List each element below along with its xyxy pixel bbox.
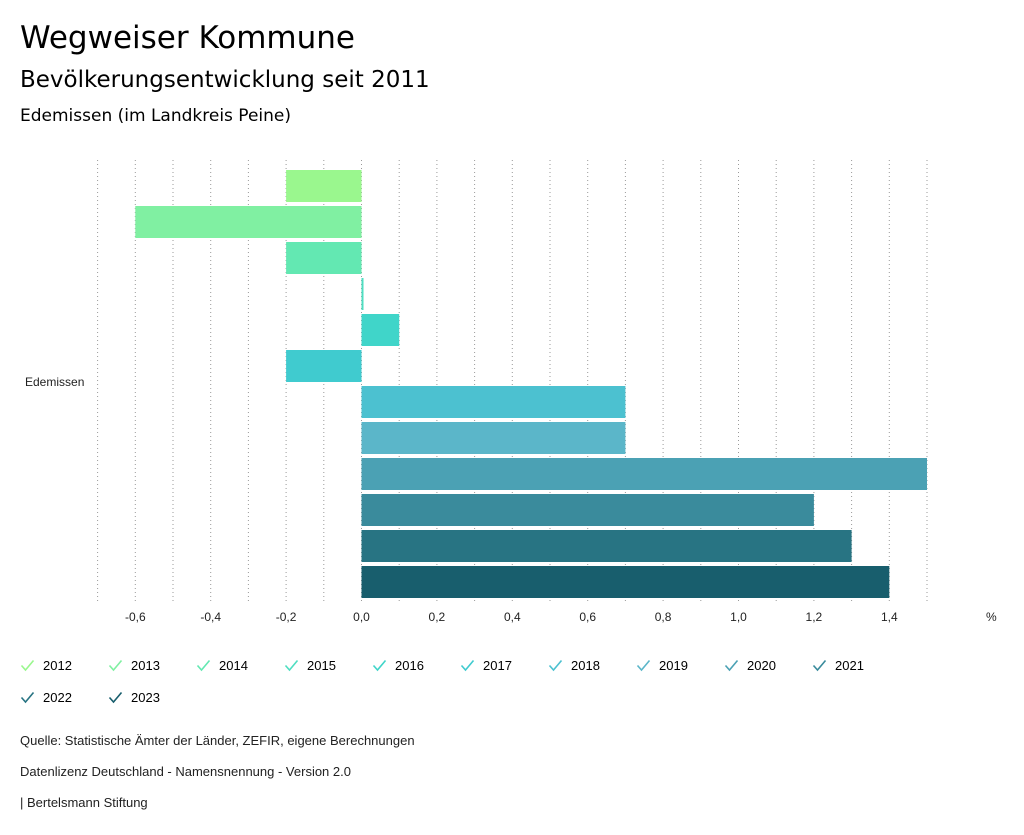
x-axis-unit-label: % (986, 610, 997, 624)
legend-item-2015[interactable]: 2015 (284, 658, 336, 673)
check-icon (548, 659, 563, 672)
bar-2016[interactable] (361, 314, 400, 346)
legend-item-2013[interactable]: 2013 (108, 658, 160, 673)
check-icon (724, 659, 739, 672)
legend-label: 2015 (307, 658, 336, 673)
bar-2018[interactable] (361, 386, 626, 418)
bar-2023[interactable] (361, 566, 890, 598)
bar-2015[interactable] (361, 278, 364, 310)
legend-item-2019[interactable]: 2019 (636, 658, 688, 673)
x-tick-label: 0,6 (579, 610, 596, 624)
bar-2022[interactable] (361, 530, 852, 562)
check-icon (284, 659, 299, 672)
check-icon (108, 659, 123, 672)
category-label: Edemissen (25, 375, 84, 389)
legend-label: 2023 (131, 690, 160, 705)
check-icon (196, 659, 211, 672)
population-bar-chart: -0,6 -0,4 -0,2 0,0 0,2 0,4 0,6 0,8 1,0 1,2 1,4 Ede… (25, 160, 997, 624)
legend-item-2017[interactable]: 2017 (460, 658, 512, 673)
source-note: Quelle: Statistische Ämter der Länder, Z… (20, 733, 415, 748)
legend-label: 2019 (659, 658, 688, 673)
legend-item-2018[interactable]: 2018 (548, 658, 600, 673)
x-tick-label: 1,0 (730, 610, 747, 624)
check-icon (20, 691, 35, 704)
legend-label: 2014 (219, 658, 248, 673)
x-tick-label: 0,0 (353, 610, 370, 624)
legend-item-2016[interactable]: 2016 (372, 658, 424, 673)
check-icon (460, 659, 475, 672)
bar-2021[interactable] (361, 494, 814, 526)
legend-item-2014[interactable]: 2014 (196, 658, 248, 673)
credit-note[interactable]: | Bertelsmann Stiftung (20, 795, 148, 810)
x-tick-label: 1,4 (881, 610, 898, 624)
x-tick-label: 1,2 (806, 610, 823, 624)
legend-item-2012[interactable]: 2012 (20, 658, 72, 673)
bar-2013[interactable] (135, 206, 362, 238)
bar-2014[interactable] (286, 242, 362, 274)
check-icon (636, 659, 651, 672)
region-label: Edemissen (im Landkreis Peine) (20, 106, 291, 126)
bar-2012[interactable] (286, 170, 362, 202)
x-tick-label: -0,6 (125, 610, 146, 624)
license-note: Datenlizenz Deutschland - Namensnennung … (20, 764, 351, 779)
x-tick-label: 0,2 (429, 610, 446, 624)
check-icon (108, 691, 123, 704)
x-tick-label: 0,8 (655, 610, 672, 624)
legend-label: 2020 (747, 658, 776, 673)
bar-2020[interactable] (361, 458, 928, 490)
legend-label: 2022 (43, 690, 72, 705)
x-tick-label: -0,4 (200, 610, 221, 624)
legend-label: 2018 (571, 658, 600, 673)
chart-subtitle: Bevölkerungsentwicklung seit 2011 (20, 67, 430, 93)
grid-lines (97, 160, 928, 602)
x-tick-label: -0,2 (276, 610, 297, 624)
bar-2017[interactable] (286, 350, 362, 382)
legend-item-2020[interactable]: 2020 (724, 658, 776, 673)
legend-label: 2012 (43, 658, 72, 673)
check-icon (372, 659, 387, 672)
legend-label: 2017 (483, 658, 512, 673)
legend-item-2021[interactable]: 2021 (812, 658, 864, 673)
x-tick-label: 0,4 (504, 610, 521, 624)
legend-label: 2016 (395, 658, 424, 673)
legend-label: 2021 (835, 658, 864, 673)
legend-item-2023[interactable]: 2023 (108, 690, 160, 705)
bar-2019[interactable] (361, 422, 626, 454)
page-title: Wegweiser Kommune (20, 20, 355, 56)
legend-item-2022[interactable]: 2022 (20, 690, 72, 705)
check-icon (812, 659, 827, 672)
bars (135, 170, 927, 598)
x-axis-ticks: -0,6 -0,4 -0,2 0,0 0,2 0,4 0,6 0,8 1,0 1,2 1,4 (125, 610, 898, 624)
check-icon (20, 659, 35, 672)
legend-label: 2013 (131, 658, 160, 673)
